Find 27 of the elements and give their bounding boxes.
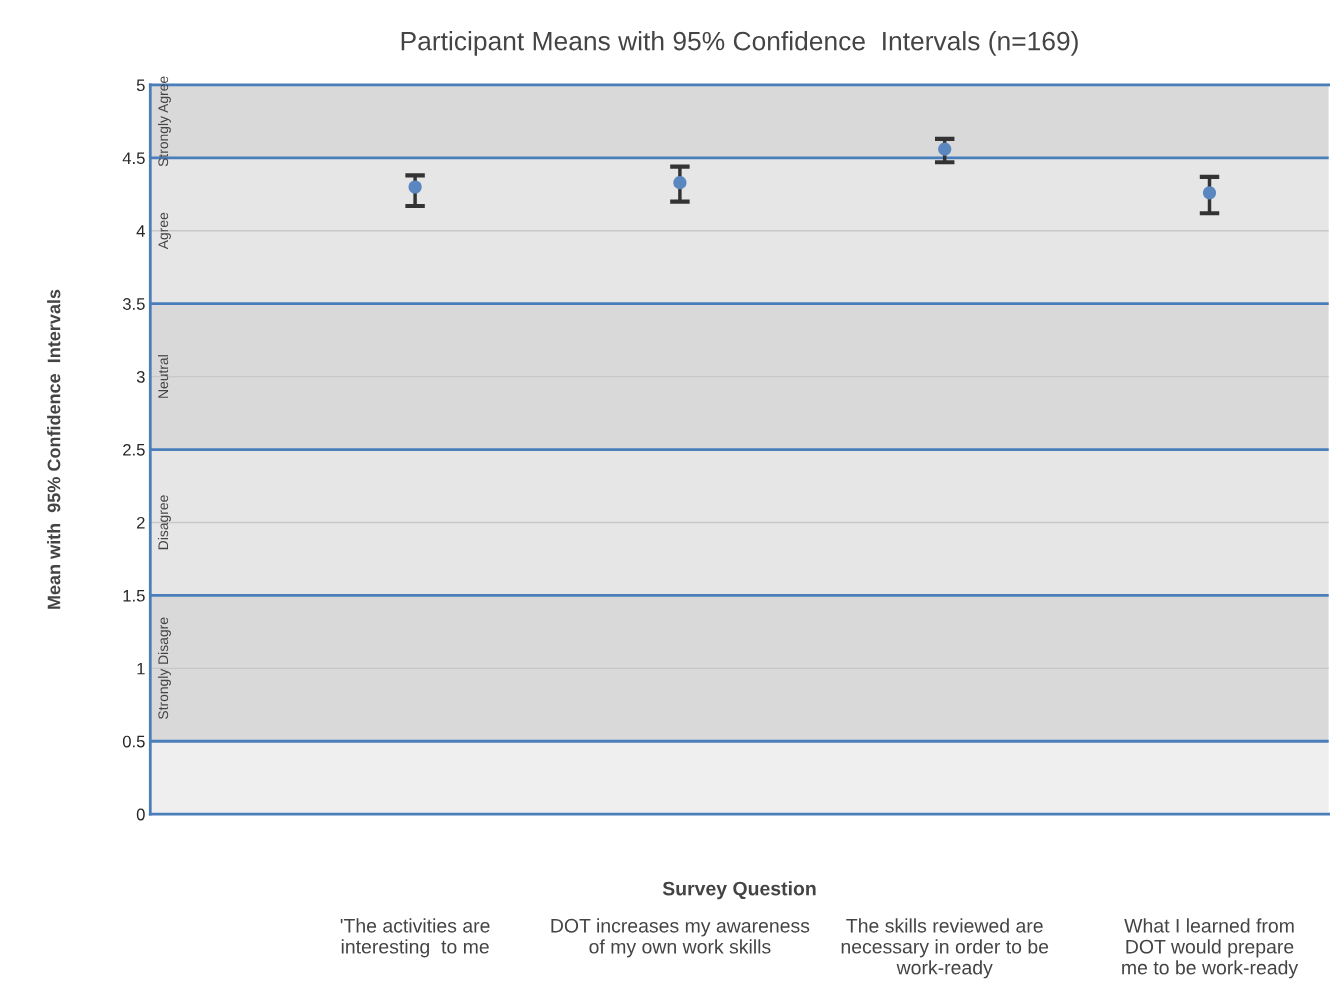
band-label: Disagree: [157, 495, 171, 550]
point: [938, 142, 952, 156]
point: [1202, 186, 1217, 200]
point: [673, 176, 687, 190]
x-tick-label: What I learned from DOT would prepare me to be work-ready: [1122, 918, 1299, 979]
band-label: Strongly Disagre: [157, 617, 171, 720]
y-tick-label: 2: [137, 516, 145, 529]
x-tick-label: 'The activities are interesting to me: [340, 918, 490, 958]
y-tick-label: 0: [136, 808, 145, 821]
y-tick-label: 4: [136, 225, 145, 237]
y-tick-label: 3.5: [122, 298, 145, 310]
band-label: Agree: [158, 212, 171, 250]
y-tick-label: 3: [136, 371, 145, 383]
band-label: Strongly Agree: [157, 76, 171, 167]
band-label: Neutral: [157, 355, 169, 398]
y-tick-label: 1.5: [123, 589, 145, 602]
x-tick-label: The skills reviewed are necessary in order to be work-ready: [841, 918, 1049, 979]
chart-title: Participant Means with 95% Confidence Intervals (n=169): [401, 31, 1078, 56]
y-axis-title: Mean with 95% Confidence Intervals: [47, 289, 61, 609]
y-tick-label: 1: [137, 662, 145, 675]
y-tick-label: 0.5: [122, 735, 145, 748]
x-tick-label: DOT increases my awareness of my own work skills: [551, 918, 810, 958]
y-tick-label: 4.5: [122, 152, 145, 165]
y-tick-label: 2.5: [123, 443, 145, 456]
y-tick-label: 5: [136, 79, 145, 92]
x-axis-title: Survey Question: [662, 881, 816, 900]
point: [408, 180, 422, 194]
